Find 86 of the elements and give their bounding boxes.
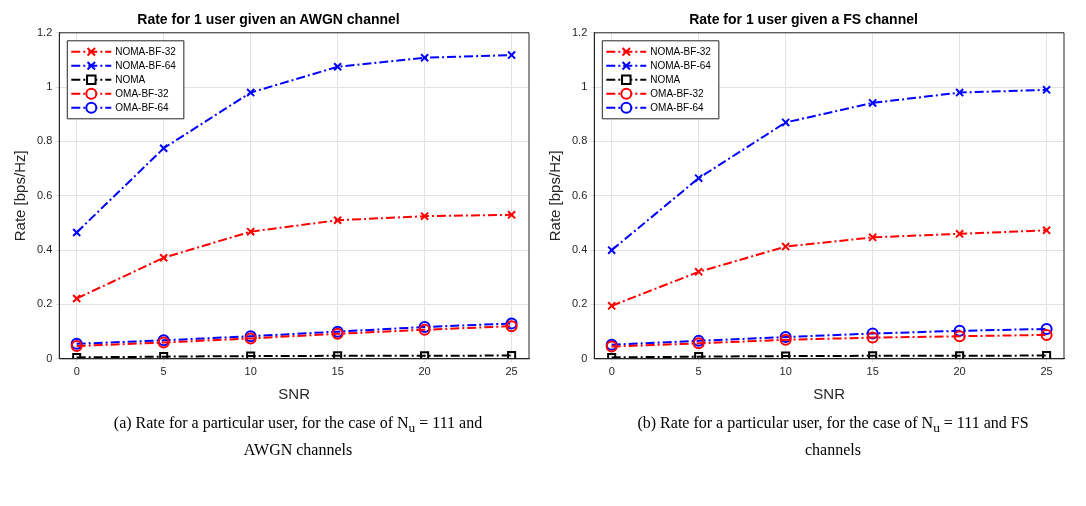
- text: (b) Rate for a particular user, for the case of N$_{u}$ = 111 and FS channels: [637, 414, 1029, 459]
- x-tick-label: 5: [160, 365, 167, 378]
- y-tick-label: 0.8: [571, 134, 588, 147]
- y-axis-title: Rate [bps/Hz]: [546, 150, 564, 242]
- point: [953, 324, 966, 337]
- point: [781, 242, 791, 252]
- point: [72, 352, 82, 359]
- point: [868, 351, 878, 359]
- point: [607, 352, 617, 359]
- y-tick-label: 0.6: [571, 188, 588, 201]
- x-tick-label: 15: [331, 365, 344, 378]
- point: [420, 211, 430, 221]
- x-axis-title: SNR: [813, 385, 846, 403]
- point: [420, 351, 430, 359]
- point: [333, 351, 343, 359]
- point: [868, 232, 878, 242]
- legend-label: NOMA-BF-64: [115, 59, 177, 71]
- point: [333, 62, 343, 72]
- point: [955, 229, 965, 239]
- point: [1042, 85, 1052, 95]
- legend-label: NOMA-BF-32: [650, 45, 712, 57]
- y-tick-label: 1: [581, 80, 588, 93]
- y-tick-label: 0.4: [36, 243, 53, 256]
- x-tick-label: 10: [244, 365, 257, 378]
- point: [507, 351, 517, 359]
- y-tick-label: 0: [46, 351, 53, 364]
- legend-label: NOMA-BF-64: [650, 59, 712, 71]
- point: [72, 293, 82, 304]
- y-tick-label: 0.2: [571, 297, 588, 310]
- y-tick-label: 1: [46, 80, 53, 93]
- point: [159, 143, 169, 153]
- y-axis-title: Rate [bps/Hz]: [11, 150, 29, 242]
- x-axis-title: SNR: [278, 385, 311, 403]
- point: [868, 98, 878, 108]
- y-tick-label: 1.2: [571, 25, 588, 38]
- point: [866, 327, 879, 340]
- x-tick-label: 20: [953, 365, 966, 378]
- point: [246, 88, 256, 98]
- point: [955, 351, 965, 359]
- x-tick-label: 25: [1040, 365, 1053, 378]
- y-tick-label: 0.6: [36, 188, 53, 201]
- y-tick-label: 0.2: [36, 297, 53, 310]
- legend-label: NOMA: [115, 73, 146, 85]
- chart-title: Rate for 1 user given an AWGN channel: [137, 11, 400, 28]
- x-tick-label: 0: [73, 365, 80, 378]
- point: [866, 331, 879, 344]
- legend-label: NOMA-BF-32: [115, 45, 177, 57]
- legend-label: OMA-BF-64: [650, 101, 705, 113]
- legend-label: NOMA: [650, 73, 681, 85]
- point: [607, 245, 617, 255]
- point: [159, 253, 169, 263]
- point: [1042, 351, 1052, 359]
- x-tick-label: 25: [505, 365, 518, 378]
- x-tick-label: 5: [695, 365, 702, 378]
- chart-title: Rate for 1 user given a FS channel: [689, 11, 918, 28]
- point: [955, 88, 965, 98]
- x-tick-label: 10: [779, 365, 792, 378]
- y-tick-label: 0: [581, 351, 588, 364]
- x-tick-label: 0: [608, 365, 615, 378]
- y-tick-label: 0.8: [36, 134, 53, 147]
- legend-label: OMA-BF-64: [115, 101, 170, 113]
- point: [507, 210, 517, 220]
- y-tick-label: 0.4: [571, 243, 588, 256]
- text: (a) Rate for a particular user, for the case of N$_{u}$ = 111 and AWGN channels: [113, 414, 483, 459]
- x-tick-label: 15: [866, 365, 879, 378]
- point: [72, 227, 82, 238]
- point: [246, 351, 256, 359]
- point: [694, 173, 704, 183]
- legend-label: OMA-BF-32: [115, 87, 170, 99]
- point: [607, 301, 617, 311]
- point: [246, 227, 256, 237]
- point: [781, 351, 791, 359]
- point: [1042, 225, 1052, 235]
- legend-label: OMA-BF-32: [650, 87, 705, 99]
- point: [781, 117, 791, 127]
- y-tick-label: 1.2: [36, 25, 53, 38]
- point: [953, 330, 966, 343]
- point: [420, 53, 430, 63]
- point: [1040, 322, 1053, 335]
- point: [694, 352, 704, 359]
- point: [1040, 328, 1053, 341]
- point: [507, 50, 517, 60]
- point: [159, 352, 169, 359]
- x-tick-label: 20: [418, 365, 431, 378]
- point: [694, 267, 704, 277]
- point: [333, 215, 343, 225]
